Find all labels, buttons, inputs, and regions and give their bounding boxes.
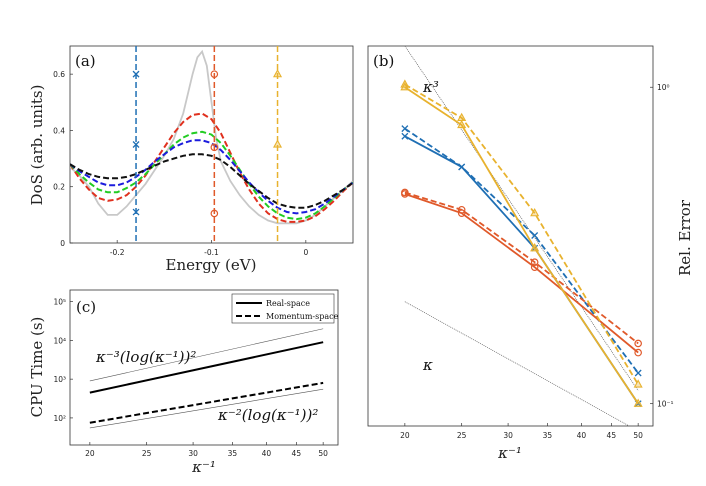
panel-c-ytick-label: 10⁴ xyxy=(53,336,66,345)
panel-c-ytick-label: 10³ xyxy=(53,375,66,384)
panel-a-vline-1-marker-0 xyxy=(210,70,219,78)
panel-a-vline-0-marker-2 xyxy=(132,208,140,216)
panel-c-xtick-label: 25 xyxy=(142,449,152,458)
panel-b-series-yellow-solid xyxy=(404,86,639,405)
panel-b-point-orange-dashed-0 xyxy=(401,188,409,197)
panel-b-xtick-label: 45 xyxy=(607,431,617,440)
panel-b-point-orange-dashed-2 xyxy=(530,258,539,266)
panel-c-label: (c) xyxy=(76,298,96,316)
panel-a-curve-green xyxy=(70,130,353,221)
panel-b-ytick-label: 10⁰ xyxy=(657,83,670,92)
panel-b-ytick-label: 10⁻¹ xyxy=(657,400,674,409)
panel-b-xlabel: κ⁻¹ xyxy=(497,444,522,462)
panel-b-annotation-k: κ xyxy=(422,356,433,374)
panel-a-vline-2-marker-1 xyxy=(273,139,283,148)
panel-c-legend: Real-space Momentum-space xyxy=(231,293,339,324)
panel-b-xtick-label: 35 xyxy=(543,431,553,440)
panel-a-ytick-label: 0.6 xyxy=(53,70,65,79)
panel-c-xtick-label: 20 xyxy=(85,449,95,458)
panel-b-annotation-k3: κ³ xyxy=(422,78,439,96)
panel-c-ylabel: CPU Time (s) xyxy=(28,317,46,418)
panel-a-label: (a) xyxy=(75,52,96,70)
panel-b-point-blue-dashed-2 xyxy=(531,232,539,239)
panel-a-curve-black xyxy=(70,153,353,209)
panel-b-series-orange-solid xyxy=(404,193,639,354)
legend-box xyxy=(231,293,335,324)
panel-a-xtick-label: -0.2 xyxy=(110,248,125,257)
panel-b-reference-k xyxy=(404,301,630,426)
panel-b: 20 25 30 35 40 45 50 10⁻¹ 10⁰ (b) κ³ κ κ⁻¹ Rel. … xyxy=(367,45,694,462)
panel-c-series-lower-reference xyxy=(89,388,324,429)
panel-c-xtick-label: 50 xyxy=(318,449,328,458)
panel-b-series-blue-dashed xyxy=(404,127,639,374)
panel-c-series-Real-space xyxy=(89,341,324,394)
panel-c-annotation-real: κ⁻³(log(κ⁻¹))² xyxy=(95,348,196,366)
panel-a-frame xyxy=(69,45,354,244)
panel-b-point-yellow-solid-3 xyxy=(633,398,643,407)
panel-b-frame xyxy=(367,45,654,427)
panel-b-xtick-label: 30 xyxy=(503,431,513,440)
panel-b-point-yellow-dashed-1 xyxy=(457,112,467,122)
panel-b-xtick-label: 50 xyxy=(633,431,643,440)
panel-a-xtick-label: -0.1 xyxy=(204,248,219,257)
panel-b-point-yellow-solid-1 xyxy=(457,119,467,129)
panel-b-point-blue-dashed-0 xyxy=(401,125,409,133)
panel-a-vline-1-marker-2 xyxy=(210,209,219,218)
panel-c-series-upper-reference xyxy=(89,328,324,382)
panel-b-point-blue-dashed-3 xyxy=(634,369,642,377)
panel-b-ylabel: Rel. Error xyxy=(676,199,694,276)
panel-b-series-yellow-dashed xyxy=(404,83,639,385)
legend-momentum-space-label: Momentum-space xyxy=(266,312,339,321)
panel-b-point-orange-solid-2 xyxy=(530,263,539,271)
legend-real-space-label: Real-space xyxy=(266,299,310,308)
panel-a-vline-1-marker-1 xyxy=(210,143,219,152)
panel-c-xtick-label: 30 xyxy=(188,449,198,458)
panel-b-point-yellow-dashed-0 xyxy=(400,79,410,88)
panel-b-point-yellow-dashed-3 xyxy=(633,379,643,388)
panel-b-point-orange-dashed-1 xyxy=(457,205,466,214)
panel-b-xtick-label: 40 xyxy=(577,431,587,440)
panel-c: 20 25 30 35 40 45 50 10² 10³ 10⁴ 10⁵ (c) Real-spac… xyxy=(28,289,339,476)
panel-b-point-orange-dashed-3 xyxy=(634,339,642,348)
panel-c-xtick-label: 40 xyxy=(262,449,272,458)
panel-a-ytick-label: 0.4 xyxy=(53,126,65,135)
panel-c-xtick-label: 45 xyxy=(292,449,302,458)
panel-b-reference-k3 xyxy=(404,46,639,391)
panel-b-point-yellow-solid-2 xyxy=(530,243,540,252)
panel-a-curve-red xyxy=(70,112,353,223)
panel-b-point-blue-solid-0 xyxy=(401,132,409,140)
panel-b-point-yellow-dashed-2 xyxy=(530,208,540,217)
panel-b-point-orange-solid-3 xyxy=(634,348,642,357)
panel-a-ytick-label: 0 xyxy=(60,239,65,248)
panel-c-xlabel: κ⁻¹ xyxy=(191,458,216,476)
panel-c-ytick-label: 10⁵ xyxy=(53,298,66,307)
panel-b-series-orange-dashed xyxy=(404,191,639,345)
panel-a-ytick-label: 0.2 xyxy=(53,183,65,192)
panel-a-ylabel: DoS (arb. units) xyxy=(28,85,46,206)
panel-b-xtick-label: 20 xyxy=(400,431,410,440)
panel-b-point-blue-dashed-1 xyxy=(458,163,466,171)
panel-a-vline-2-marker-0 xyxy=(273,68,283,78)
panel-c-annotation-momentum: κ⁻²(log(κ⁻¹))² xyxy=(217,406,318,424)
panel-a-curve-blue xyxy=(70,139,353,215)
panel-b-xtick-label: 25 xyxy=(457,431,467,440)
panel-c-xtick-label: 35 xyxy=(228,449,238,458)
panel-c-series-Momentum-space xyxy=(89,381,324,424)
panel-a-vline-0-marker-1 xyxy=(132,141,140,148)
panel-a-vline-0-marker-0 xyxy=(132,70,140,78)
panel-a-xtick-label: 0 xyxy=(303,248,308,257)
panel-b-label: (b) xyxy=(373,52,394,70)
panel-a: -0.2 -0.1 0 0 0.2 0.4 0.6 (a) Energy (eV) DoS … xyxy=(28,45,354,274)
panel-c-ytick-label: 10² xyxy=(53,414,66,423)
panel-a-xlabel: Energy (eV) xyxy=(166,256,257,274)
